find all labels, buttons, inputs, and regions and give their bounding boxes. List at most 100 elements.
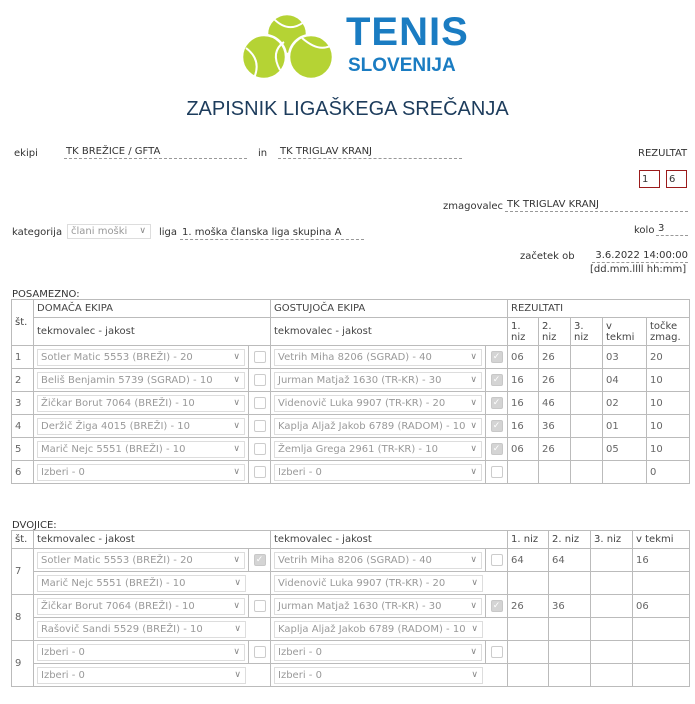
home-checkbox[interactable]	[253, 397, 266, 409]
chevron-down-icon: ∨	[468, 395, 477, 411]
row-number: 9	[11, 640, 34, 687]
zacetek-field[interactable]: 3.6.2022 14:00:00	[592, 249, 688, 263]
away-checkbox[interactable]: ✓	[490, 374, 503, 386]
home-checkbox[interactable]	[253, 374, 266, 386]
away-checkbox[interactable]: ✓	[490, 443, 503, 455]
set2-cell: 64	[548, 548, 592, 572]
home-player-select[interactable]: Izberi - 0 ∨	[37, 463, 245, 481]
table-row: 9 Izberi - 0 ∨ Izberi - 0 ∨	[11, 640, 691, 687]
away-checkbox[interactable]: ✓	[490, 600, 503, 612]
match-cell: 05	[602, 437, 647, 461]
away-checkbox[interactable]: ✓	[490, 397, 503, 409]
ekipi-label: ekipi	[14, 148, 38, 159]
away-team-field[interactable]: TK TRIGLAV KRANJ	[278, 145, 462, 159]
home-player2-select[interactable]: Rašovič Sandi 5529 (BREŽI) - 10 ∨	[37, 620, 246, 638]
rezultat-label: REZULTAT	[638, 148, 688, 159]
away-player1-select[interactable]: Jurman Matjaž 1630 (TR-KR) - 30 ∨	[274, 597, 483, 615]
set1-cell: 06	[507, 345, 539, 369]
home-player-select[interactable]: Sotler Matic 5553 (BREŽI) - 20 ∨	[37, 348, 245, 366]
chevron-down-icon: ∨	[469, 575, 479, 591]
row-number: 5	[11, 437, 34, 461]
set3-cell	[570, 368, 603, 392]
away-player1-select[interactable]: Izberi - 0 ∨	[274, 643, 483, 661]
set3-cell	[570, 414, 603, 438]
home-checkbox[interactable]	[253, 443, 266, 455]
away-player2-select[interactable]: Izberi - 0 ∨	[274, 666, 484, 684]
away-player-select[interactable]: Vetrih Miha 8206 (SGRAD) - 40 ∨	[274, 348, 482, 366]
home-checkbox[interactable]	[253, 351, 266, 363]
home-player-select[interactable]: Marič Nejc 5551 (BREŽI) - 10 ∨	[37, 440, 245, 458]
col-set3: 3. niz	[590, 530, 634, 549]
home-checkbox[interactable]	[253, 646, 266, 658]
home-player2-select[interactable]: Izberi - 0 ∨	[37, 666, 246, 684]
home-player1-select[interactable]: Žičkar Borut 7064 (BREŽI) - 10 ∨	[37, 597, 245, 615]
singles-table: št. DOMAČA EKIPA GOSTUJOČA EKIPA REZULTA…	[11, 299, 691, 484]
col-st: št.	[11, 530, 34, 549]
home-checkbox[interactable]	[253, 420, 266, 432]
set1-cell	[507, 640, 550, 664]
away-player-select[interactable]: Kaplja Aljaž Jakob 6789 (RADOM) - 10 ∨	[274, 417, 482, 435]
away-checkbox[interactable]	[490, 554, 503, 566]
page-title: ZAPISNIK LIGAŠKEGA SREČANJA	[186, 98, 509, 120]
set1-cell: 16	[507, 368, 539, 392]
table-row: Rašovič Sandi 5529 (BREŽI) - 10 ∨ Kaplja A…	[12, 617, 691, 641]
away-player-select[interactable]: Izberi - 0 ∨	[274, 463, 482, 481]
score-away-field[interactable]: 6	[666, 170, 687, 188]
player-value: Videnovič Luka 9907 (TR-KR) - 20	[278, 577, 446, 589]
player-value: Izberi - 0	[41, 669, 85, 681]
away-player2-select[interactable]: Kaplja Aljaž Jakob 6789 (RADOM) - 10 ∨	[274, 620, 484, 638]
away-player2-select[interactable]: Videnovič Luka 9907 (TR-KR) - 20 ∨	[274, 574, 484, 592]
set3-cell	[570, 437, 603, 461]
chevron-down-icon: ∨	[468, 464, 477, 480]
away-player-select[interactable]: Videnovič Luka 9907 (TR-KR) - 20 ∨	[274, 394, 482, 412]
col-set1: 1. niz	[507, 530, 550, 549]
away-player-select[interactable]: Jurman Matjaž 1630 (TR-KR) - 30 ∨	[274, 371, 482, 389]
set2-cell: 36	[538, 414, 571, 438]
chevron-down-icon: ∨	[231, 598, 240, 614]
table-row: Izberi - 0 ∨ Izberi - 0 ∨	[12, 663, 691, 687]
away-player1-select[interactable]: Vetrih Miha 8206 (SGRAD) - 40 ∨	[274, 551, 483, 569]
home-player1-select[interactable]: Izberi - 0 ∨	[37, 643, 245, 661]
zacetek-label: začetek ob	[520, 251, 575, 262]
home-checkbox[interactable]	[253, 466, 266, 478]
chevron-down-icon: ∨	[231, 349, 240, 365]
set3-cell	[590, 640, 634, 664]
away-player-select[interactable]: Žemlja Grega 2961 (TR-KR) - 10 ∨	[274, 440, 482, 458]
score-home-field[interactable]: 1	[639, 170, 660, 188]
kategorija-select[interactable]: člani moški ∨	[67, 224, 151, 239]
away-checkbox[interactable]	[490, 646, 503, 658]
home-player-select[interactable]: Deržič Žiga 4015 (BREŽI) - 10 ∨	[37, 417, 245, 435]
set1-cell: 06	[507, 437, 539, 461]
col-set3: 3. niz	[570, 317, 603, 346]
points-cell: 10	[645, 414, 691, 438]
away-checkbox[interactable]	[490, 466, 503, 478]
home-player1-select[interactable]: Sotler Matic 5553 (BREŽI) - 20 ∨	[37, 551, 245, 569]
row-number: 4	[11, 414, 34, 438]
col-set2: 2. niz	[548, 530, 592, 549]
player-value: Kaplja Aljaž Jakob 6789 (RADOM) - 10	[278, 420, 466, 432]
match-cell: 04	[602, 368, 647, 392]
set3-cell	[570, 391, 603, 415]
home-team-field[interactable]: TK BREŽICE / GFTA	[64, 145, 247, 159]
zmagovalec-field[interactable]: TK TRIGLAV KRANJ	[505, 198, 688, 212]
points-cell: 10	[645, 368, 691, 392]
table-row: 2 Beliš Benjamin 5739 (SGRAD) - 10 ∨ Jurman…	[11, 368, 691, 392]
kolo-field[interactable]: 3	[656, 222, 688, 236]
chevron-down-icon: ∨	[231, 552, 240, 568]
row-number: 7	[11, 548, 34, 595]
home-player-select[interactable]: Žičkar Borut 7064 (BREŽI) - 10 ∨	[37, 394, 245, 412]
home-checkbox[interactable]: ✓	[253, 554, 266, 566]
date-format-hint: [dd.mm.llll hh:mm]	[590, 264, 687, 275]
home-player-select[interactable]: Beliš Benjamin 5739 (SGRAD) - 10 ∨	[37, 371, 245, 389]
set3-cell	[590, 594, 634, 618]
table-row: 5 Marič Nejc 5551 (BREŽI) - 10 ∨ Žemlja Gre…	[11, 437, 691, 461]
liga-field[interactable]: 1. moška članska liga skupina A	[180, 226, 364, 240]
player-value: Vetrih Miha 8206 (SGRAD) - 40	[278, 554, 432, 566]
player-value: Žičkar Borut 7064 (BREŽI) - 10	[41, 600, 195, 612]
home-player2-select[interactable]: Marič Nejc 5551 (BREŽI) - 10 ∨	[37, 574, 246, 592]
player-value: Rašovič Sandi 5529 (BREŽI) - 10	[41, 623, 203, 635]
away-checkbox[interactable]: ✓	[490, 420, 503, 432]
logo-subtext: SLOVENIJA	[348, 55, 456, 76]
home-checkbox[interactable]	[253, 600, 266, 612]
away-checkbox[interactable]: ✓	[490, 351, 503, 363]
